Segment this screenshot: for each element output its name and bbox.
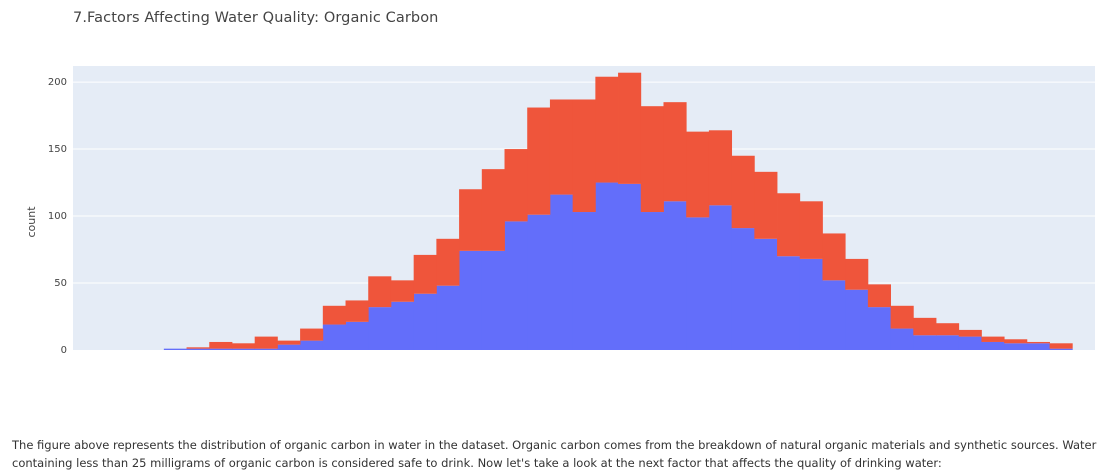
histogram-bar-series-1 [527,214,551,350]
histogram-bar-series-2 [958,329,982,337]
histogram-bar-series-2 [209,341,233,349]
histogram-bar-series-1 [913,335,937,350]
histogram-bar-series-2 [231,343,256,349]
y-tick-label: 100 [48,211,67,222]
histogram-bar-series-1 [322,324,346,350]
histogram-bar-series-2 [459,189,483,251]
histogram-bar-series-1 [1049,348,1073,350]
histogram-bar-series-1 [618,183,642,350]
histogram-bar-series-1 [368,307,392,350]
histogram-bar-series-2 [754,171,778,239]
histogram-bar-series-1 [300,340,324,350]
histogram-bar-series-1 [572,212,596,350]
histogram-bar-series-2 [390,280,415,302]
bars [163,72,1073,350]
histogram-bar-series-1 [277,344,301,350]
histogram-bar-series-1 [481,250,505,350]
histogram-bar-series-1 [390,301,415,350]
histogram-bar-series-1 [595,182,619,350]
histogram-bar-series-2 [300,328,324,341]
histogram-bar-series-1 [777,256,801,350]
histogram-bar-series-2 [277,340,301,345]
histogram-bar-series-1 [345,321,369,350]
histogram-bar-series-1 [936,335,960,350]
histogram-bar-series-2 [1004,339,1028,344]
histogram-bar-series-1 [958,336,982,350]
histogram-bar-series-1 [686,217,710,350]
histogram-bar-series-1 [504,221,528,350]
histogram-bar-series-2 [799,201,823,259]
histogram-bar-series-2 [436,238,460,286]
histogram-bar-series-1 [708,205,733,350]
y-axis-ticks: 0 50 100 150 200 [48,77,67,356]
histogram-bar-series-2 [504,149,528,222]
histogram-bar-series-2 [936,323,960,336]
histogram-bar-series-2 [708,130,733,206]
histogram-bar-series-1 [1026,343,1050,350]
histogram-bar-series-1 [890,328,914,350]
histogram-bar-series-2 [1049,343,1073,349]
y-tick-label: 200 [48,77,67,88]
histogram-bar-series-2 [572,99,596,213]
histogram-bar-series-1 [459,250,483,350]
figure-caption: The figure above represents the distribu… [12,438,1097,470]
histogram-bar-series-2 [845,258,869,290]
histogram-bar-series-2 [527,107,551,215]
y-axis-title: count [25,206,38,238]
histogram-bar-series-1 [231,348,256,350]
histogram-bar-series-2 [345,300,369,322]
histogram-bar-series-2 [481,169,505,251]
histogram-bar-series-2 [777,193,801,257]
histogram-bar-series-1 [186,348,210,350]
histogram-bar-series-2 [322,305,346,325]
histogram-bar-series-2 [1026,341,1050,344]
histogram-bar-series-2 [595,76,619,183]
histogram-bar-series-1 [254,348,278,350]
histogram-bar-series-2 [368,276,392,308]
histogram-bar-series-2 [618,72,642,184]
histogram-bar-series-1 [413,293,437,350]
histogram-bar-series-1 [209,348,233,350]
histogram-bar-series-1 [640,212,664,350]
histogram-bar-series-1 [163,348,187,350]
histogram-bar-series-2 [822,233,846,281]
histogram-bar-series-1 [1004,343,1028,350]
y-tick-label: 50 [54,278,67,289]
histogram-bar-series-1 [549,194,574,350]
histogram-bar-series-2 [686,131,710,218]
histogram-bar-series-2 [913,317,937,336]
histogram-bar-series-1 [867,307,891,350]
histogram-bar-series-1 [981,341,1005,350]
histogram-bar-series-1 [845,289,869,350]
histogram-bar-series-2 [890,305,914,329]
histogram-bar-series-2 [549,99,574,195]
histogram-bar-series-2 [640,106,664,213]
histogram-bar-series-1 [754,238,778,350]
histogram-bar-series-2 [981,336,1005,342]
histogram-bar-series-1 [799,258,823,350]
y-tick-label: 0 [61,345,67,356]
histogram-bar-series-1 [822,280,846,350]
histogram-bar-series-2 [186,347,210,349]
y-tick-label: 150 [48,144,67,155]
histogram-bar-series-1 [663,201,687,350]
chart-title: 7.Factors Affecting Water Quality: Organ… [73,10,439,26]
histogram-bar-series-2 [663,102,687,202]
histogram-bar-series-1 [731,228,755,350]
histogram-bar-series-2 [413,254,437,294]
histogram-bar-series-2 [254,336,278,349]
histogram-bar-series-2 [867,284,891,308]
histogram-bar-series-2 [731,155,755,229]
histogram-bar-series-1 [436,285,460,350]
